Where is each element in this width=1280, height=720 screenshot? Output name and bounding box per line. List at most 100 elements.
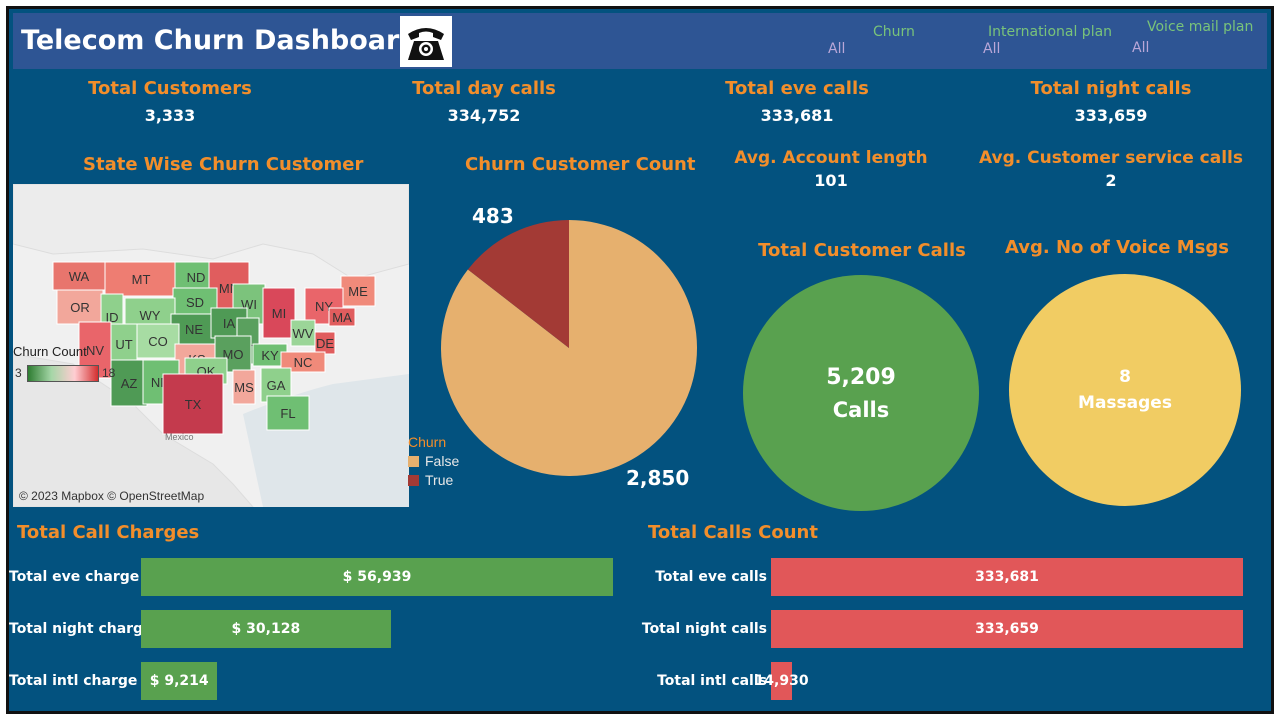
filter-international-plan-label: International plan <box>988 24 1113 40</box>
kpi-total-customers-label: Total Customers <box>88 78 252 99</box>
pie-label-true: 483 <box>472 204 514 228</box>
map-legend-title: Churn Count <box>13 344 87 359</box>
filter-voice-mail-plan[interactable]: Voice mail plan All <box>1132 19 1254 56</box>
kpi-total-eve-calls-value: 333,681 <box>760 106 834 125</box>
map-state-label-wy: WY <box>140 308 161 323</box>
calls-count-bar[interactable]: 333,659 <box>771 610 1243 648</box>
filter-international-plan[interactable]: International plan All <box>983 24 1113 57</box>
total-customer-calls-value: 5,209 <box>826 364 896 390</box>
call-charges-bar[interactable]: $ 9,214 <box>141 662 218 700</box>
map-state-tx[interactable] <box>162 373 224 435</box>
avg-voice-msgs-value: 8 <box>1119 367 1131 387</box>
map-state-label-az: AZ <box>121 376 138 391</box>
map-state-ms[interactable] <box>232 369 256 405</box>
filter-voice-mail-plan-label: Voice mail plan <box>1147 19 1254 35</box>
map-legend-min: 3 <box>15 366 22 380</box>
map-state-label-ma: MA <box>332 310 352 325</box>
map-legend-gradient <box>27 365 99 382</box>
filter-churn[interactable]: Churn All <box>828 24 915 57</box>
map-state-label-tx: TX <box>185 397 202 412</box>
calls-count-bar[interactable]: 333,681 <box>771 558 1243 596</box>
pie-legend-label-true: True <box>425 472 454 488</box>
map-title: State Wise Churn Customer <box>83 154 364 175</box>
pie-legend-item-true[interactable]: True <box>408 472 459 488</box>
total-customer-calls-unit: Calls <box>832 397 890 422</box>
call-charges-category-label: Total eve charge <box>9 569 140 585</box>
map-state-label-ga: GA <box>267 378 286 393</box>
avg-voice-msgs-circle: 8 Massages <box>1009 274 1241 506</box>
state-churn-map[interactable]: WAMTNDMNMEORIDSDWIMIWYNYMANVUTNEIACOILWV… <box>13 184 409 507</box>
filter-churn-label: Churn <box>873 24 915 40</box>
map-state-mi[interactable] <box>262 287 296 339</box>
map-state-wa[interactable] <box>52 261 106 291</box>
map-state-label-wa: WA <box>69 269 90 284</box>
map-state-label-or: OR <box>70 300 90 315</box>
telephone-icon <box>400 16 452 67</box>
map-state-label-ia: IA <box>223 316 236 331</box>
call-charges-value-label: $ 9,214 <box>149 673 209 689</box>
pie-label-false: 2,850 <box>626 466 690 490</box>
calls-count-category-label: Total intl calls <box>657 673 767 689</box>
map-state-label-mo: MO <box>223 347 244 362</box>
calls-count-value-label: 333,659 <box>975 621 1039 637</box>
map-state-label-id: ID <box>106 310 119 325</box>
map-state-label-ne: NE <box>185 322 203 337</box>
churn-pie-chart <box>441 220 697 476</box>
map-state-az[interactable] <box>110 359 148 407</box>
map-state-label-ky: KY <box>261 348 279 363</box>
map-state-label-nd: ND <box>187 270 206 285</box>
map-state-ma[interactable] <box>328 307 356 327</box>
map-state-sd[interactable] <box>172 287 218 317</box>
map-attribution: © 2023 Mapbox © OpenStreetMap <box>19 489 205 503</box>
kpi-avg-account-length-value: 101 <box>814 171 848 190</box>
kpi-total-day-calls-value: 334,752 <box>447 106 521 125</box>
call-charges-category-label: Total intl charge <box>9 673 138 689</box>
map-state-label-wv: WV <box>293 326 314 341</box>
call-charges-bar[interactable]: $ 56,939 <box>141 558 613 596</box>
map-state-label-nc: NC <box>294 355 313 370</box>
pie-title: Churn Customer Count <box>465 154 696 175</box>
map-state-co[interactable] <box>136 323 180 359</box>
map-state-or[interactable] <box>56 289 104 325</box>
pie-legend-swatch-false <box>408 455 419 467</box>
map-state-nc[interactable] <box>280 351 326 373</box>
map-state-label-ut: UT <box>115 337 132 352</box>
map-state-label-ms: MS <box>234 380 254 395</box>
pie-legend-item-false[interactable]: False <box>408 453 459 469</box>
call-charges-bar[interactable]: $ 30,128 <box>141 610 391 648</box>
map-state-mt[interactable] <box>104 261 178 297</box>
map-state-wv[interactable] <box>290 319 316 347</box>
pie-legend-label-false: False <box>425 453 460 469</box>
map-state-me[interactable] <box>340 275 376 307</box>
map-state-fl[interactable] <box>266 395 310 431</box>
header-bar: Telecom Churn Dashboard Churn All Intern… <box>13 13 1267 69</box>
calls-count-category-label: Total eve calls <box>655 569 767 585</box>
call-charges-title: Total Call Charges <box>17 522 200 543</box>
pie-legend-swatch-true <box>408 474 419 486</box>
total-customer-calls-title: Total Customer Calls <box>758 240 966 261</box>
calls-count-value-label: 14,930 <box>754 673 809 689</box>
map-state-label-sd: SD <box>186 295 204 310</box>
pie-legend-title: Churn <box>408 434 447 450</box>
calls-count-title: Total Calls Count <box>648 522 818 543</box>
kpi-avg-customer-service-calls-value: 2 <box>1105 171 1117 190</box>
call-charges-value-label: $ 56,939 <box>342 569 412 585</box>
call-charges-value-label: $ 30,128 <box>231 621 301 637</box>
avg-voice-msgs-title: Avg. No of Voice Msgs <box>1004 237 1230 258</box>
kpi-avg-account-length-label: Avg. Account length <box>734 148 928 168</box>
filter-international-plan-value[interactable]: All <box>983 41 1001 57</box>
pie-slice-true[interactable] <box>467 220 569 348</box>
kpi-total-eve-calls-label: Total eve calls <box>725 78 869 99</box>
map-state-label-nv: NV <box>86 343 104 358</box>
avg-voice-msgs-unit: Massages <box>1078 393 1172 413</box>
filter-voice-mail-plan-value[interactable]: All <box>1132 40 1150 56</box>
dashboard-title: Telecom Churn Dashboard <box>21 25 419 56</box>
calls-count-bar[interactable]: 14,930 <box>755 662 809 700</box>
map-state-label-fl: FL <box>280 406 295 421</box>
calls-count-value-label: 333,681 <box>975 569 1039 585</box>
map-legend-max: 18 <box>102 366 116 380</box>
kpi-total-night-calls-label: Total night calls <box>1030 78 1192 99</box>
dashboard-frame: Telecom Churn Dashboard Churn All Intern… <box>6 6 1274 714</box>
map-country-label: Mexico <box>165 432 194 442</box>
filter-churn-value[interactable]: All <box>828 41 846 57</box>
